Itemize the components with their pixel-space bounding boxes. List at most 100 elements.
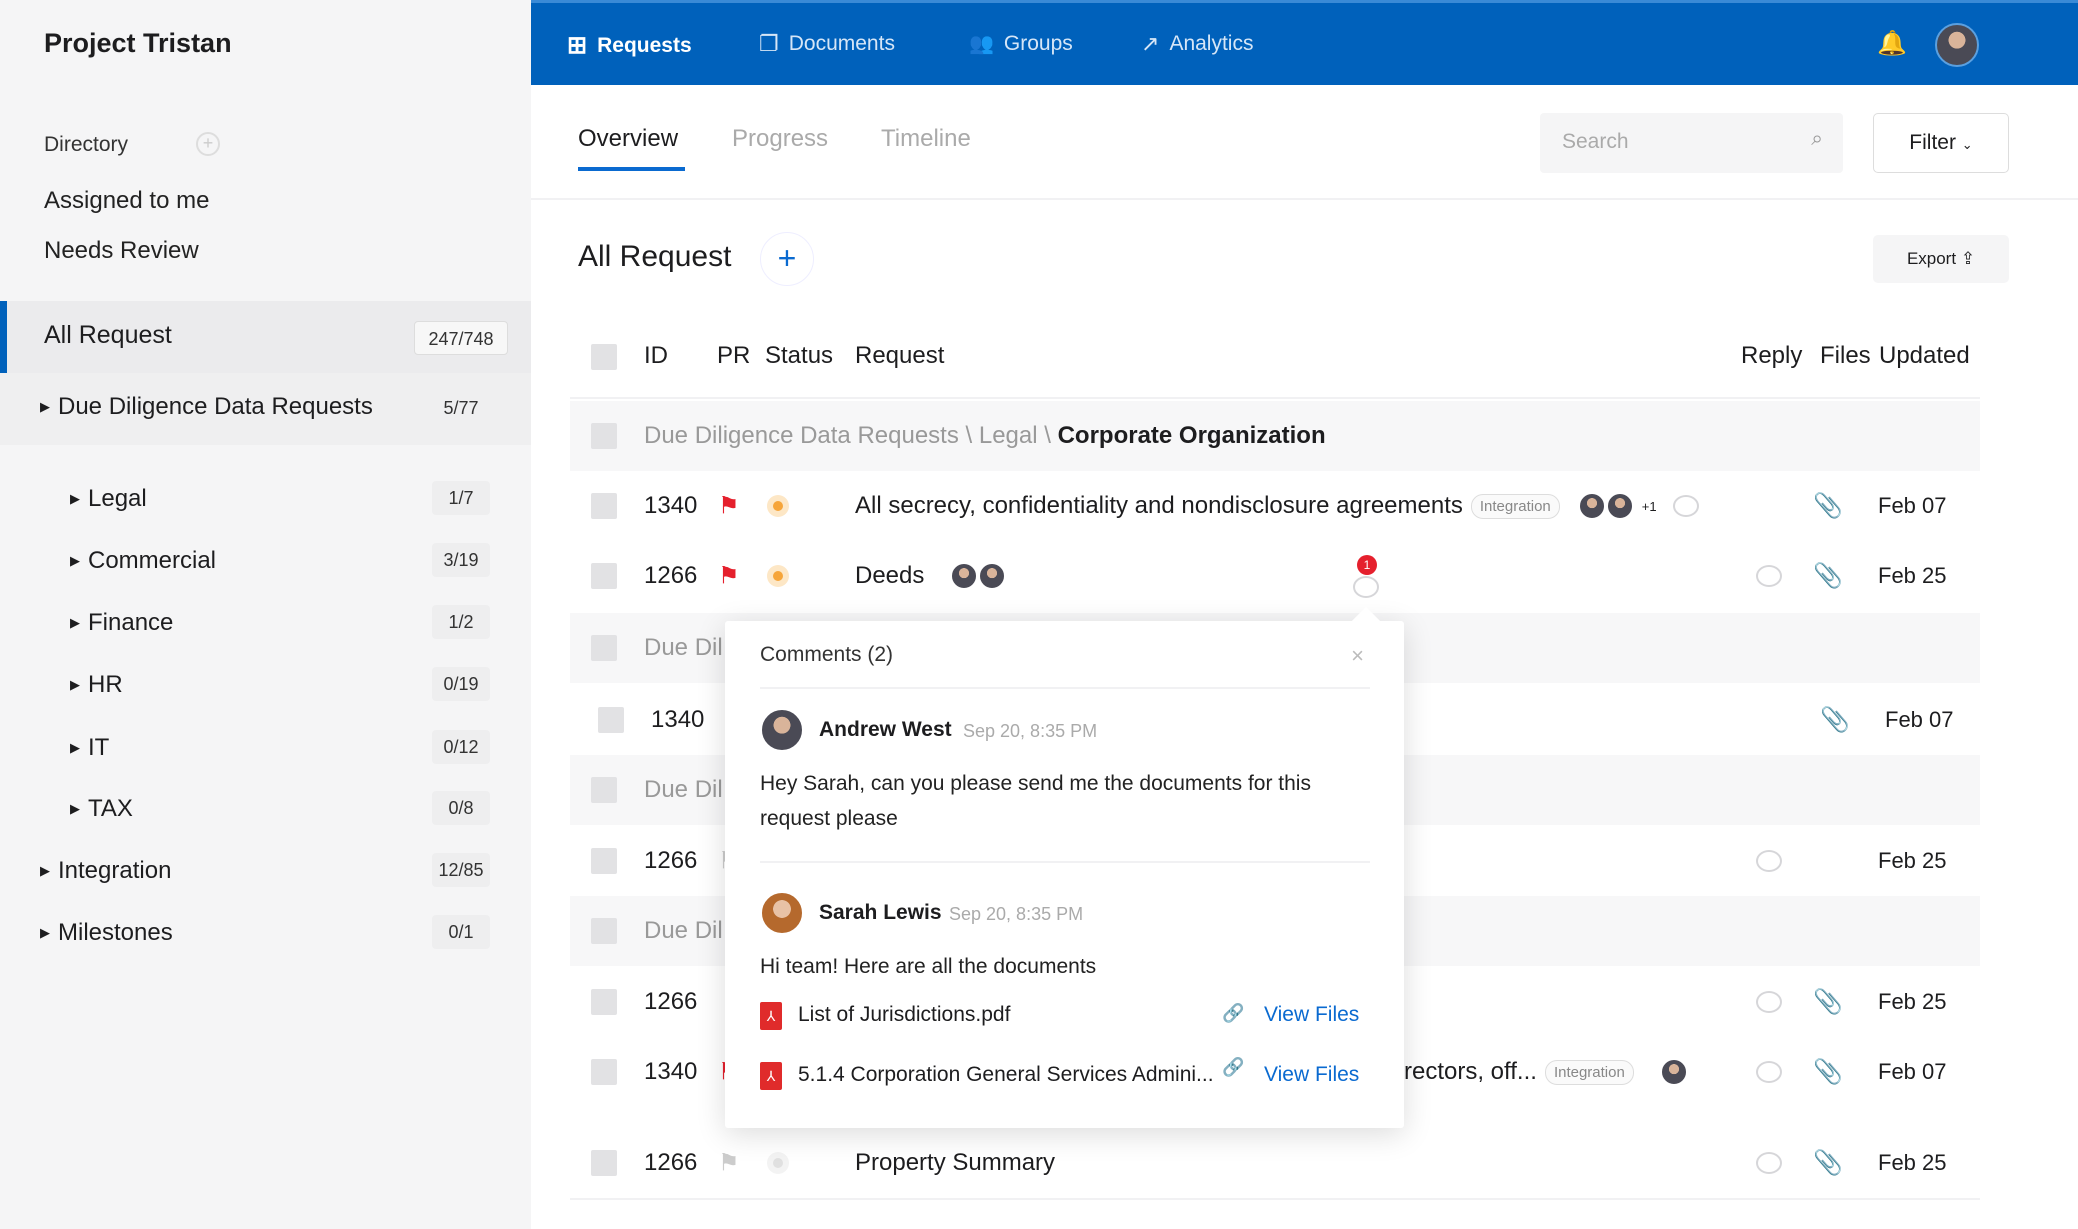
sidebar-item-due-diligence[interactable]: ▶ Due Diligence Data Requests 5/77 — [0, 373, 531, 445]
avatar — [760, 708, 804, 752]
file-name[interactable]: 5.1.4 Corporation General Services Admin… — [798, 1063, 1214, 1086]
add-request-button[interactable]: + — [760, 232, 814, 286]
sidebar-item-commercial[interactable]: ▶ Commercial — [70, 547, 216, 575]
flag-icon[interactable]: ⚑ — [718, 1149, 740, 1177]
tag-badge: Integration — [1470, 493, 1560, 519]
group-path: Due Dil — [644, 634, 723, 661]
col-pr[interactable]: PR — [717, 342, 751, 369]
row-checkbox[interactable] — [591, 777, 617, 803]
link-icon[interactable]: 🔗 — [1222, 1057, 1245, 1077]
comment-icon[interactable] — [1672, 495, 1699, 517]
bell-icon[interactable]: 🔔 — [1877, 30, 1907, 57]
select-all-checkbox[interactable] — [591, 344, 617, 370]
paperclip-icon[interactable]: 📎 — [1813, 562, 1843, 590]
sidebar-item-milestones[interactable]: ▶ Milestones — [40, 919, 173, 947]
nav-requests[interactable]: ⊞ Requests — [567, 31, 692, 60]
request-title[interactable]: Deeds — [855, 562, 925, 589]
table-row[interactable]: 1266 📎 Feb 25 — [570, 967, 1980, 1037]
row-checkbox[interactable] — [591, 848, 617, 874]
caret-right-icon: ▶ — [40, 399, 50, 414]
row-checkbox[interactable] — [591, 493, 617, 519]
group-path: Due Diligence Data Requests \ Legal \ Co… — [644, 422, 1326, 450]
nav-analytics[interactable]: ↗ Analytics — [1141, 31, 1253, 57]
comment-icon-active[interactable] — [1353, 576, 1379, 598]
paperclip-icon[interactable]: 📎 — [1813, 1058, 1843, 1086]
row-checkbox[interactable] — [591, 989, 617, 1015]
col-id[interactable]: ID — [644, 342, 668, 369]
user-avatar[interactable] — [1935, 23, 1979, 67]
row-checkbox[interactable] — [591, 635, 617, 661]
table-row[interactable]: 1266 ⚑ Deeds 1 📎 Feb 25 — [570, 541, 1980, 611]
caret-right-icon: ▶ — [40, 925, 50, 940]
group-path: Due Dil — [644, 776, 723, 803]
sidebar-item-assigned[interactable]: Assigned to me — [44, 187, 210, 214]
filter-button[interactable]: Filter ⌄ — [1873, 113, 2009, 173]
col-request[interactable]: Request — [855, 342, 945, 369]
tab-timeline[interactable]: Timeline — [881, 125, 971, 152]
reply-icon[interactable] — [1756, 991, 1782, 1013]
link-icon[interactable]: 🔗 — [1222, 1003, 1245, 1023]
sidebar-item-needs-review[interactable]: Needs Review — [44, 237, 199, 264]
comment-time: Sep 20, 8:35 PM — [963, 721, 1098, 741]
group-row[interactable]: Due Diligence Data Requests \ Legal \ Co… — [570, 401, 1980, 471]
sidebar-item-tax[interactable]: ▶ TAX — [70, 795, 133, 823]
col-updated[interactable]: Updated — [1879, 342, 1970, 369]
row-checkbox[interactable] — [591, 918, 617, 944]
col-files[interactable]: Files — [1820, 342, 1871, 369]
reply-icon[interactable] — [1756, 1061, 1782, 1083]
search-placeholder: Search — [1562, 130, 1629, 153]
caret-right-icon: ▶ — [70, 801, 80, 816]
add-directory-icon[interactable]: + — [196, 132, 220, 156]
table-row[interactable]: 1266 ⚑ Property Summary 📎 Feb 25 — [570, 1128, 1980, 1198]
reply-icon[interactable] — [1756, 1152, 1782, 1174]
count-badge: 0/19 — [432, 667, 490, 701]
nav-groups[interactable]: 👥 Groups — [969, 31, 1073, 56]
col-reply[interactable]: Reply — [1741, 342, 1803, 369]
sidebar-item-integration[interactable]: ▶ Integration — [40, 857, 171, 885]
export-button[interactable]: Export ⇪ — [1873, 235, 2009, 283]
reply-icon[interactable] — [1756, 565, 1782, 587]
tab-overview[interactable]: Overview — [578, 125, 679, 152]
popover-arrow — [1351, 606, 1381, 636]
paperclip-icon[interactable]: 📎 — [1813, 988, 1843, 1016]
flag-icon[interactable]: ⚑ — [718, 562, 740, 590]
row-checkbox[interactable] — [591, 423, 617, 449]
flag-icon[interactable]: ⚑ — [718, 492, 740, 520]
paperclip-icon[interactable]: 📎 — [1813, 492, 1843, 520]
close-icon[interactable]: × — [1351, 643, 1364, 668]
count-badge: 3/19 — [432, 543, 490, 577]
sidebar-item-legal[interactable]: ▶ Legal — [70, 485, 147, 513]
paperclip-icon[interactable]: 📎 — [1820, 706, 1850, 734]
view-files-link[interactable]: View Files — [1264, 1003, 1360, 1026]
comments-title: Comments (2) — [760, 643, 893, 667]
nav-documents[interactable]: ❐ Documents — [759, 31, 895, 57]
sidebar-item-all-request[interactable]: All Request 247/748 — [0, 301, 531, 373]
row-checkbox[interactable] — [591, 1059, 617, 1085]
sidebar-item-it[interactable]: ▶ IT — [70, 734, 109, 762]
search-input[interactable]: Search ⌕ — [1540, 113, 1843, 173]
row-checkbox[interactable] — [591, 563, 617, 589]
page-title: All Request — [578, 240, 732, 273]
avatar — [760, 891, 804, 935]
table-row[interactable]: 1340 ⚑ rectors, off...Integration 📎 Feb … — [570, 1037, 1980, 1107]
file-name[interactable]: List of Jurisdictions.pdf — [798, 1003, 1011, 1026]
sidebar-item-hr[interactable]: ▶ HR — [70, 671, 123, 699]
col-status[interactable]: Status — [765, 342, 834, 369]
row-checkbox[interactable] — [598, 707, 624, 733]
sidebar-item-finance[interactable]: ▶ Finance — [70, 609, 173, 637]
view-files-link[interactable]: View Files — [1264, 1063, 1360, 1086]
tab-progress[interactable]: Progress — [732, 125, 829, 152]
paperclip-icon[interactable]: 📎 — [1813, 1149, 1843, 1177]
request-title[interactable]: All secrecy, confidentiality and nondisc… — [855, 492, 1463, 519]
table-row[interactable]: 1340 📎 Feb 07 — [570, 685, 1980, 755]
row-checkbox[interactable] — [591, 1150, 617, 1176]
request-title[interactable]: rectors, off... — [1404, 1058, 1537, 1085]
reply-icon[interactable] — [1756, 850, 1782, 872]
updated-date: Feb 25 — [1878, 563, 1947, 588]
table-row[interactable]: 1340 ⚑ All secrecy, confidentiality and … — [570, 471, 1980, 541]
request-title[interactable]: Property Summary — [855, 1149, 1056, 1176]
row-id: 1266 — [644, 988, 698, 1015]
sidebar-item-label: All Request — [44, 321, 172, 349]
tag-badge: Integration — [1544, 1059, 1634, 1085]
count-badge: 0/1 — [432, 915, 490, 949]
